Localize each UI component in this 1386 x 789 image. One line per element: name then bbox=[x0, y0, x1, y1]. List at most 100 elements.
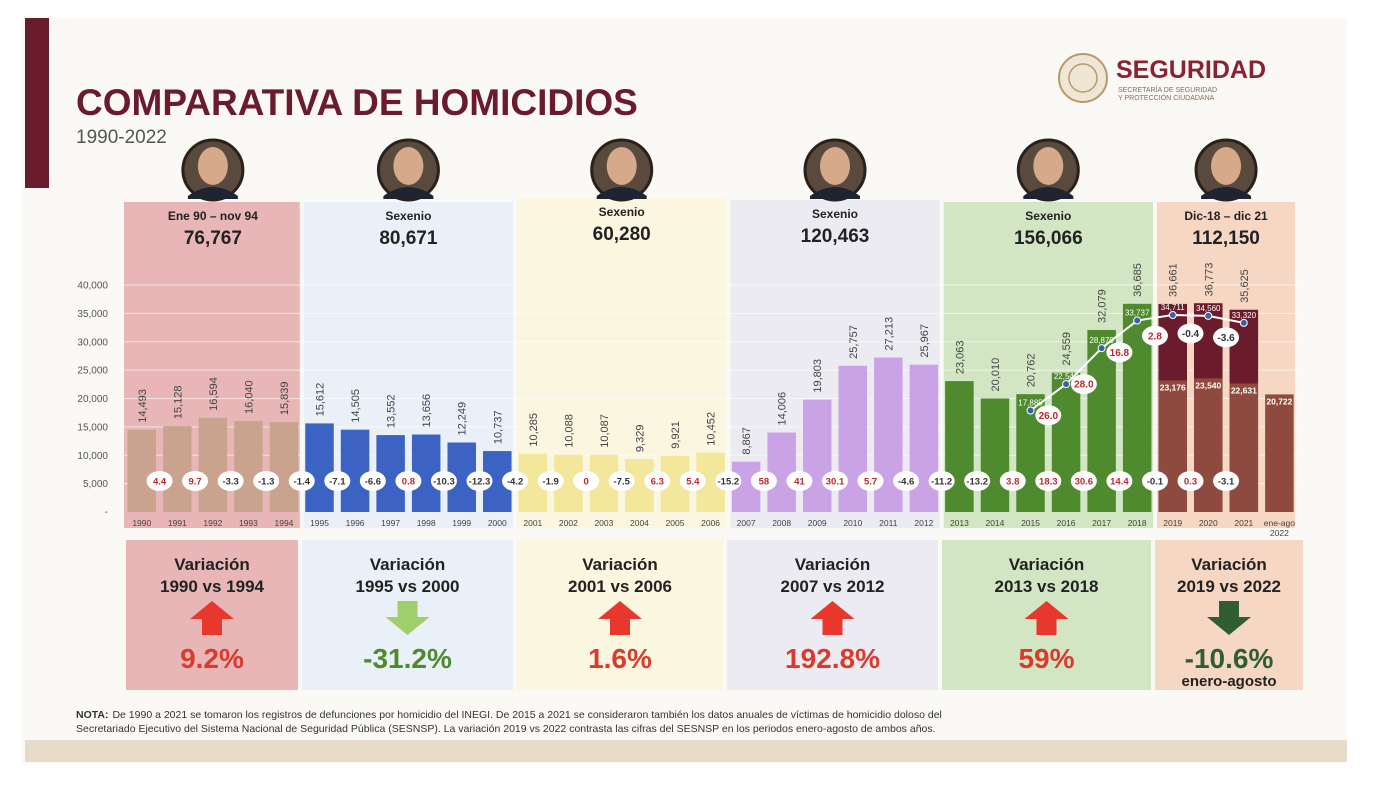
sesnsp-change-bubble bbox=[1106, 342, 1133, 363]
x-tick-label: 2017 bbox=[1092, 518, 1111, 528]
down-arrow-icon bbox=[385, 601, 430, 635]
bar-value-label: 25,967 bbox=[919, 324, 931, 358]
variation-value: 59% bbox=[1018, 643, 1074, 674]
period-total: 80,671 bbox=[379, 228, 438, 249]
period-label: Sexenio bbox=[385, 209, 431, 223]
bar-value-label: 16,594 bbox=[208, 377, 220, 411]
bar-value-label: 8,867 bbox=[741, 427, 753, 455]
portrait-suit bbox=[596, 187, 647, 199]
bar-value-label: 13,656 bbox=[421, 394, 433, 428]
note-line-2: Secretariado Ejecutivo del Sistema Nacio… bbox=[76, 723, 936, 735]
bar-1993 bbox=[234, 420, 263, 512]
sesnsp-point bbox=[1062, 380, 1071, 389]
change-bubble bbox=[359, 471, 386, 491]
bar-lower-segment-2020 bbox=[1194, 378, 1223, 512]
change-bubble bbox=[964, 471, 991, 491]
change-label: 9.7 bbox=[188, 477, 201, 488]
change-label: 4.4 bbox=[153, 477, 167, 488]
sesnsp-value-label: 33,320 bbox=[1232, 311, 1257, 320]
up-arrow-icon bbox=[190, 601, 234, 635]
logo-subtitle-2: Y PROTECCIÓN CIUDADANA bbox=[1118, 93, 1215, 102]
period-label: Ene 90 – nov 94 bbox=[168, 209, 258, 223]
x-tick-label: 2006 bbox=[701, 518, 720, 528]
x-tick-label: ene-ago bbox=[1264, 518, 1295, 528]
change-label: 58 bbox=[759, 477, 770, 488]
page-title: COMPARATIVA DE HOMICIDIOS bbox=[76, 82, 638, 123]
x-tick-label: 1999 bbox=[452, 518, 471, 528]
portrait-face bbox=[197, 147, 228, 185]
change-bubble bbox=[430, 471, 457, 491]
x-tick-label: 1995 bbox=[310, 518, 329, 528]
x-tick-label: 2015 bbox=[1021, 518, 1040, 528]
bar-value-label: 15,128 bbox=[172, 385, 184, 419]
sesnsp-value-label: 34,711 bbox=[1161, 303, 1185, 312]
x-tick-label: 2021 bbox=[1234, 518, 1253, 528]
portrait-face bbox=[393, 147, 424, 185]
sesnsp-point bbox=[1097, 344, 1106, 353]
y-tick-label: - bbox=[105, 507, 108, 518]
change-bubble bbox=[999, 471, 1026, 491]
change-bubble bbox=[146, 471, 173, 491]
bar-1990 bbox=[127, 429, 157, 512]
x-tick-label: 1996 bbox=[346, 518, 365, 528]
logo-subtitle-1: SECRETARÍA DE SEGURIDAD bbox=[1118, 85, 1217, 94]
bar-2013 bbox=[945, 381, 974, 512]
change-bubble bbox=[1213, 471, 1240, 491]
bar-lower-segment-2019 bbox=[1158, 380, 1187, 512]
change-bubble bbox=[537, 471, 564, 491]
y-tick-label: 35,000 bbox=[77, 309, 108, 320]
bar-1995 bbox=[305, 423, 334, 512]
period-total: 76,767 bbox=[184, 228, 242, 249]
change-label: -7.1 bbox=[329, 477, 346, 488]
enero-agosto-label: 22,631 bbox=[1231, 386, 1257, 396]
sesnsp-change-label: -3.6 bbox=[1217, 333, 1235, 344]
portrait-suit bbox=[1201, 187, 1252, 199]
change-label: 5.4 bbox=[686, 477, 700, 488]
bar-value-label: 12,249 bbox=[457, 402, 469, 436]
x-tick-label: 2000 bbox=[488, 518, 507, 528]
bar-value-label: 36,661 bbox=[1168, 263, 1180, 297]
period-total: 120,463 bbox=[801, 226, 870, 247]
change-bubble bbox=[1106, 471, 1133, 491]
change-bubble bbox=[679, 471, 706, 491]
variation-period: 1995 vs 2000 bbox=[356, 577, 460, 596]
change-label: 0 bbox=[584, 477, 589, 488]
x-tick-label: 2011 bbox=[879, 518, 898, 528]
change-label: 6.3 bbox=[651, 477, 664, 488]
sesnsp-point bbox=[1204, 311, 1213, 320]
y-tick-label: 15,000 bbox=[77, 422, 108, 433]
footnote: NOTA: De 1990 a 2021 se tomaron los regis… bbox=[76, 709, 942, 735]
svg-text:NOTA:De 1990 a 2021 se tomaron: NOTA: De 1990 a 2021 se tomaron los regis… bbox=[76, 709, 942, 721]
bar-value-label: 14,505 bbox=[350, 389, 362, 423]
y-tick-label: 5,000 bbox=[83, 479, 108, 490]
bar-2010 bbox=[838, 365, 868, 512]
change-label: -13.2 bbox=[966, 477, 988, 488]
change-bubble bbox=[928, 471, 955, 491]
president-portrait bbox=[376, 138, 440, 202]
change-label: -4.2 bbox=[507, 477, 523, 488]
variation-value: 192.8% bbox=[785, 643, 880, 674]
bar-lower-segment-2021 bbox=[1229, 383, 1259, 512]
variation-title: Variación bbox=[1191, 555, 1267, 574]
change-bubble bbox=[573, 471, 600, 491]
bar-2008 bbox=[767, 432, 796, 512]
change-label: -12.3 bbox=[469, 477, 491, 488]
variation-period: 2007 vs 2012 bbox=[781, 577, 885, 596]
change-label: -1.9 bbox=[542, 477, 558, 488]
bar-2009 bbox=[802, 399, 832, 512]
sesnsp-point bbox=[1239, 318, 1248, 327]
bar-value-label: 9,921 bbox=[670, 421, 682, 449]
president-portrait bbox=[803, 138, 867, 202]
variation-period: 2019 vs 2022 bbox=[1177, 577, 1281, 596]
change-bubble bbox=[466, 471, 493, 491]
change-label: 0.8 bbox=[402, 477, 415, 488]
bar-value-label: 20,762 bbox=[1026, 354, 1038, 388]
variation-period: 1990 vs 1994 bbox=[160, 577, 265, 596]
bar-value-label: 10,452 bbox=[706, 412, 718, 446]
bar-value-label: 36,773 bbox=[1203, 263, 1215, 297]
x-tick-label: 2019 bbox=[1163, 518, 1182, 528]
variation-title: Variación bbox=[1009, 555, 1085, 574]
y-tick-label: 40,000 bbox=[77, 281, 108, 292]
change-label: -15.2 bbox=[718, 477, 740, 488]
